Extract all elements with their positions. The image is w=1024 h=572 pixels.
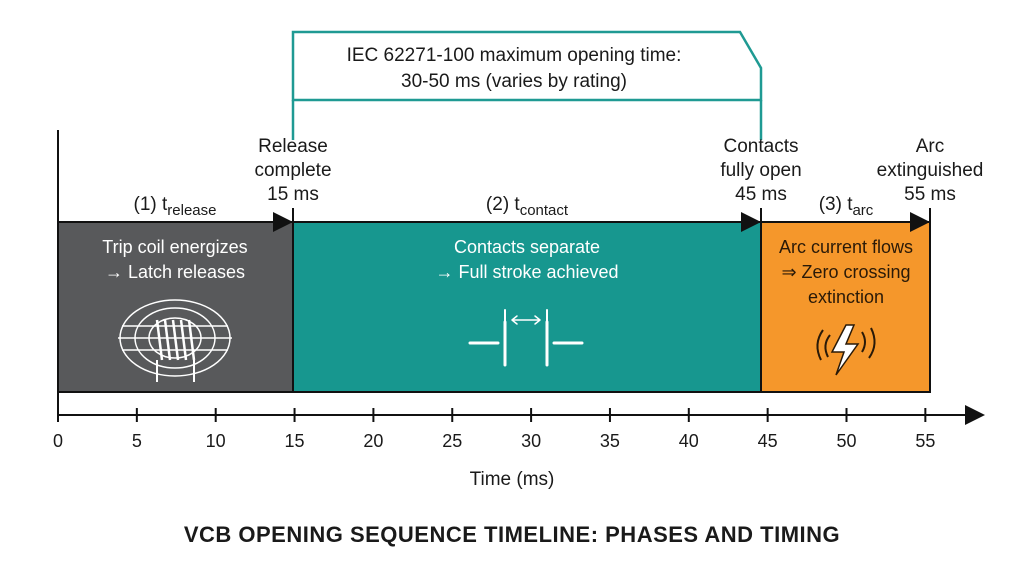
axis-tick-label: 5	[132, 431, 142, 451]
axis-tick-label: 10	[206, 431, 226, 451]
phase-arc-desc-3: extinction	[808, 287, 884, 307]
milestone-label-line: extinguished	[877, 160, 984, 181]
axis-tick-label: 45	[758, 431, 778, 451]
axis-tick-label: 15	[285, 431, 305, 451]
phase-arc-desc-1: Arc current flows	[779, 237, 913, 257]
phase-arc-box	[760, 221, 931, 393]
axis-ticks: 0 5 10 15 20 25 30 35 40 45 50 55	[53, 408, 935, 451]
standard-bracket: IEC 62271-100 maximum opening time: 30-5…	[291, 30, 763, 140]
coil-magnetic-field-icon	[118, 299, 232, 382]
axis-tick-label: 40	[679, 431, 699, 451]
milestone-label-line: Contacts	[724, 136, 799, 157]
axis-tick-label: 30	[521, 431, 541, 451]
milestone-label-line: 15 ms	[267, 184, 319, 205]
phase-release-desc-2: → Latch releases	[105, 262, 245, 282]
lightning-arc-icon	[816, 324, 876, 376]
milestone-label-line: Release	[258, 136, 328, 157]
phase-arc-label: (3) tarc	[819, 194, 874, 219]
milestone-release-complete: Release complete 15 ms	[254, 136, 331, 205]
phase-release-desc-1: Trip coil energizes	[102, 237, 247, 257]
diagram-title: VCB OPENING SEQUENCE TIMELINE: PHASES AN…	[184, 522, 840, 547]
standard-note-line2: 30-50 ms (varies by rating)	[401, 71, 627, 92]
milestone-label-line: fully open	[720, 160, 801, 181]
milestone-label-line: 45 ms	[735, 184, 787, 205]
phase-release-box	[57, 221, 294, 393]
axis-tick-label: 20	[363, 431, 383, 451]
axis-label: Time (ms)	[470, 469, 555, 490]
contacts-separating-icon	[468, 309, 584, 367]
standard-note-line1: IEC 62271-100 maximum opening time:	[347, 45, 682, 66]
bracket-box	[291, 30, 763, 102]
axis-tick-label: 35	[600, 431, 620, 451]
phase-contact-desc-2: → Full stroke achieved	[435, 262, 618, 282]
axis-tick-label: 50	[836, 431, 856, 451]
phase-contact-box	[292, 221, 762, 393]
phase-arc-desc-2: ⇒ Zero crossing	[781, 262, 910, 282]
milestone-contacts-open: Contacts fully open 45 ms	[720, 136, 801, 205]
milestone-label-line: complete	[254, 160, 331, 181]
milestone-arc-extinguished: Arc extinguished 55 ms	[877, 136, 984, 205]
phase-contact-label: (2) tcontact	[486, 194, 569, 219]
axis-tick-label: 0	[53, 431, 63, 451]
axis-tick-label: 25	[442, 431, 462, 451]
axis-tick-label: 55	[915, 431, 935, 451]
milestone-label-line: Arc	[916, 136, 945, 157]
phase-release-label: (1) trelease	[134, 194, 217, 219]
milestone-label-line: 55 ms	[904, 184, 956, 205]
phase-contact-desc-1: Contacts separate	[454, 237, 600, 257]
